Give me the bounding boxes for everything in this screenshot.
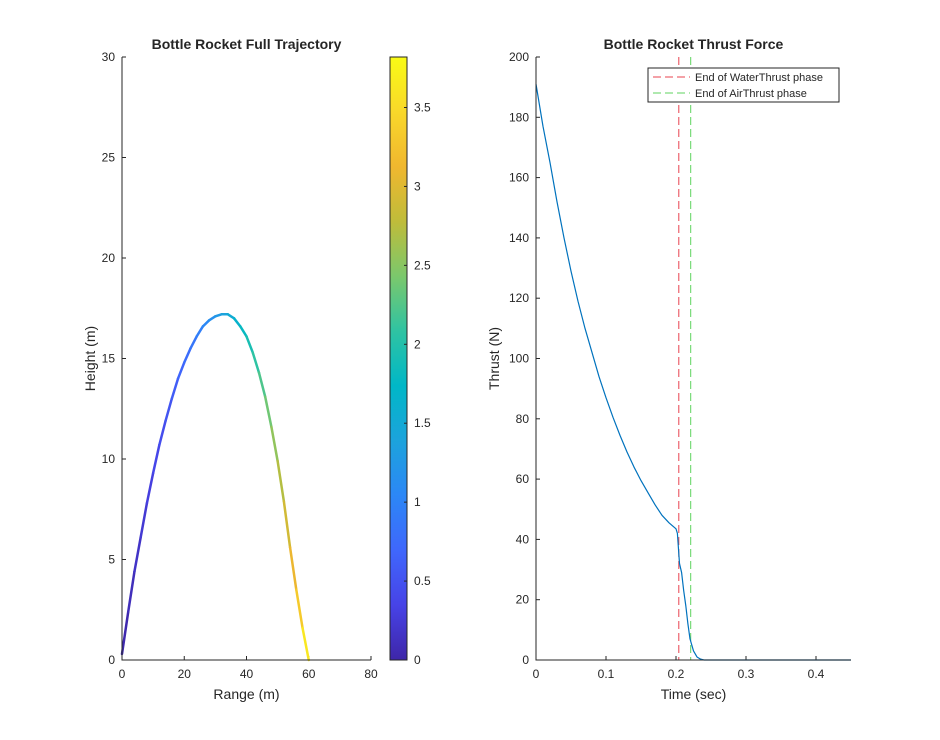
trajectory-segment	[295, 588, 304, 630]
y-tick-label: 60	[516, 472, 530, 486]
trajectory-segment	[257, 371, 267, 398]
y-tick-label: 120	[509, 291, 529, 305]
y-tick-label: 160	[509, 171, 529, 185]
thrust-axes: Bottle Rocket Thrust Force Time (sec) Th…	[486, 36, 851, 702]
x-tick-label: 0.3	[738, 667, 755, 681]
trajectory-segment	[282, 499, 292, 549]
legend-label-air: End of AirThrust phase	[695, 88, 807, 100]
y-tick-label: 180	[509, 110, 529, 124]
y-tick-label: 20	[102, 251, 116, 265]
x-tick-label: 60	[302, 667, 316, 681]
colorbar-tick-label: 0	[414, 653, 421, 667]
y-tick-label: 200	[509, 50, 529, 64]
trajectory-segment	[276, 459, 286, 503]
y-tick-label: 15	[102, 352, 116, 366]
trajectory-title: Bottle Rocket Full Trajectory	[152, 36, 342, 52]
x-tick-label: 20	[178, 667, 192, 681]
trajectory-xlabel: Range (m)	[213, 686, 279, 702]
thrust-title: Bottle Rocket Thrust Force	[604, 36, 784, 52]
legend: End of WaterThrust phase End of AirThrus…	[647, 67, 840, 103]
trajectory-segment	[170, 377, 180, 400]
trajectory-segment	[245, 335, 254, 354]
y-tick-label: 20	[516, 593, 530, 607]
colorbar-tick-label: 3	[414, 179, 421, 193]
y-tick-label: 0	[522, 653, 529, 667]
trajectory-segment	[176, 361, 186, 380]
thrust-line	[535, 84, 851, 661]
legend-label-water: End of WaterThrust phase	[695, 72, 823, 84]
thrust-ylabel: Thrust (N)	[486, 327, 502, 390]
trajectory-segment	[288, 546, 298, 591]
colorbar-tick-label: 2	[414, 337, 421, 351]
colorbar: 0 0.5 1 1.5 2 2.5 3 3.5	[389, 56, 431, 667]
thrust-y-ticks: 0 20 40 60 80 100 120 140 160 180 200	[509, 50, 540, 667]
colorbar-ticks: 0 0.5 1 1.5 2 2.5 3 3.5	[404, 101, 431, 667]
y-tick-label: 100	[509, 352, 529, 366]
trajectory-segment	[189, 335, 198, 350]
phase-lines	[678, 57, 692, 660]
trajectory-ylabel: Height (m)	[82, 326, 98, 391]
trajectory-segment	[301, 626, 310, 662]
x-tick-label: 40	[240, 667, 254, 681]
trajectory-segment	[232, 317, 242, 328]
colorbar-tick-label: 3.5	[414, 101, 431, 115]
trajectory-segment	[263, 395, 273, 429]
trajectory-segment	[145, 471, 155, 505]
trajectory-segment	[120, 610, 130, 656]
x-tick-label: 0	[119, 667, 126, 681]
y-tick-label: 80	[516, 412, 530, 426]
trajectory-y-ticks: 0 5 10 15 20 25 30	[102, 50, 126, 667]
x-tick-label: 0	[533, 667, 540, 681]
y-tick-label: 30	[102, 50, 116, 64]
trajectory-axis-lines	[121, 57, 371, 661]
thrust-xlabel: Time (sec)	[661, 686, 727, 702]
thrust-x-ticks: 0 0.1 0.2 0.3 0.4	[533, 656, 825, 681]
trajectory-segment	[164, 397, 174, 423]
y-tick-label: 10	[102, 452, 116, 466]
x-tick-label: 0.2	[668, 667, 685, 681]
y-tick-label: 25	[102, 151, 116, 165]
x-tick-label: 0.4	[808, 667, 825, 681]
y-tick-label: 0	[108, 653, 115, 667]
trajectory-segment	[126, 570, 136, 614]
trajectory-segment	[201, 319, 211, 328]
trajectory-segment	[151, 443, 161, 475]
trajectory-segment	[139, 501, 149, 539]
y-tick-label: 5	[108, 553, 115, 567]
trajectory-segment	[239, 325, 248, 338]
trajectory-segment	[158, 419, 167, 447]
trajectory-segment	[270, 425, 279, 463]
x-tick-label: 80	[364, 667, 378, 681]
trajectory-axes: Bottle Rocket Full Trajectory Range (m) …	[82, 36, 378, 702]
colorbar-tick-label: 2.5	[414, 258, 431, 272]
trajectory-segment	[133, 536, 142, 573]
colorbar-tick-label: 1	[414, 495, 421, 509]
y-tick-label: 140	[509, 231, 529, 245]
trajectory-line	[120, 313, 310, 662]
colorbar-tick-label: 1.5	[414, 416, 431, 430]
x-tick-label: 0.1	[598, 667, 615, 681]
thrust-axis-lines	[535, 57, 851, 661]
colorbar-tick-label: 0.5	[414, 574, 431, 588]
thrust-series	[535, 84, 851, 661]
trajectory-segment	[195, 325, 205, 338]
trajectory-segment	[183, 347, 192, 364]
colorbar-gradient	[389, 56, 408, 661]
y-tick-label: 40	[516, 532, 530, 546]
legend-box	[647, 67, 840, 103]
trajectory-segment	[251, 351, 261, 374]
